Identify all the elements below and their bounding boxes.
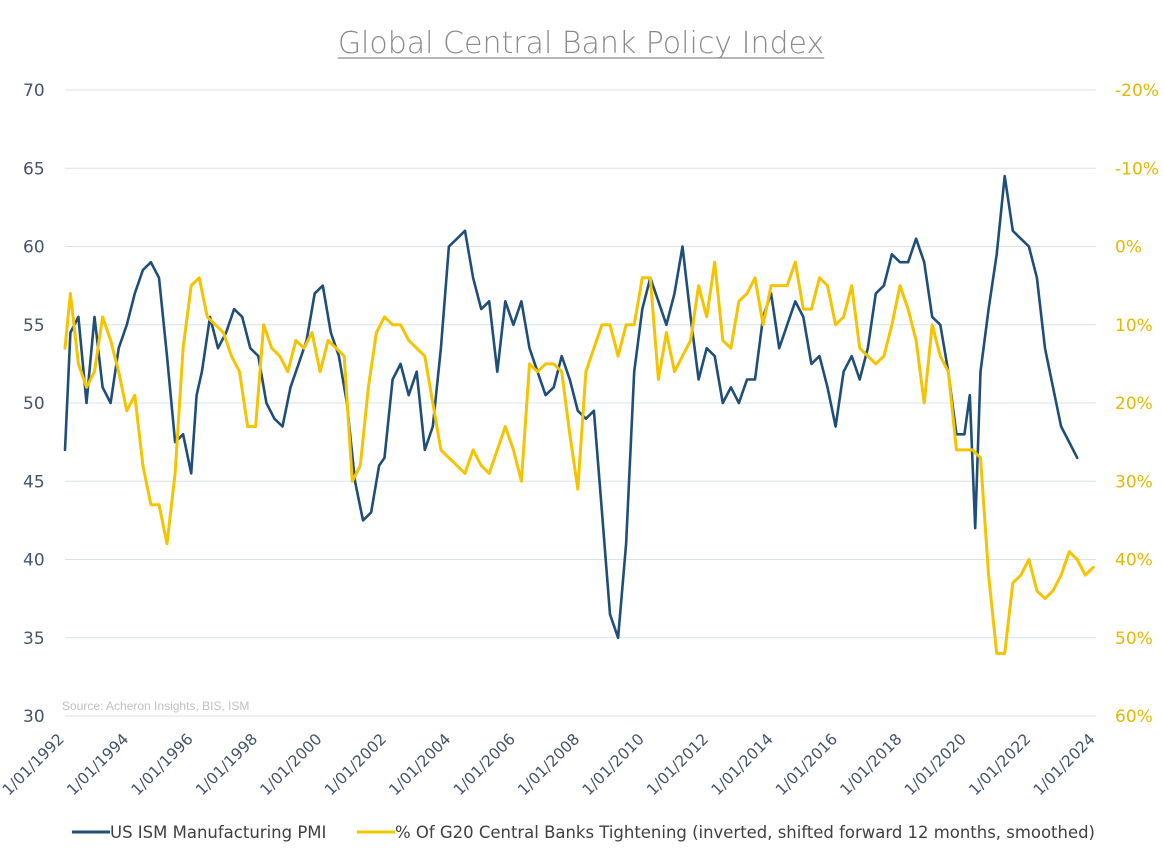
x-tick-label: 1/01/2014 xyxy=(708,730,777,799)
source-note: Source: Acheron Insights, BIS, ISM xyxy=(62,699,249,713)
left-y-axis-ticks: 30 35 40 45 50 55 60 65 70 xyxy=(23,81,45,727)
y-left-tick-label: 45 xyxy=(23,472,45,492)
y-right-tick-label: 10% xyxy=(1115,316,1153,336)
x-tick-label: 1/01/2004 xyxy=(386,730,455,799)
x-tick-label: 1/01/1992 xyxy=(0,730,68,799)
series-line-ism-pmi xyxy=(63,174,1079,640)
y-left-tick-label: 60 xyxy=(23,238,45,258)
x-tick-label: 1/01/2022 xyxy=(965,730,1034,799)
y-right-tick-label: 0% xyxy=(1115,238,1142,258)
y-right-tick-label: 30% xyxy=(1115,472,1153,492)
y-right-tick-label: 40% xyxy=(1115,551,1153,571)
y-right-tick-label: -20% xyxy=(1115,81,1159,101)
x-tick-label: 1/01/1996 xyxy=(128,730,197,799)
series-line-g20-tightening xyxy=(63,260,1095,655)
legend-label-g20-tightening: % Of G20 Central Banks Tightening (inver… xyxy=(395,823,1095,842)
y-left-tick-label: 65 xyxy=(23,159,45,179)
y-left-tick-label: 35 xyxy=(23,629,45,649)
x-tick-label: 1/01/1998 xyxy=(192,730,261,799)
x-tick-label: 1/01/2020 xyxy=(901,730,970,799)
gridlines xyxy=(65,89,1096,717)
y-left-tick-label: 40 xyxy=(23,551,45,571)
x-tick-label: 1/01/2002 xyxy=(321,730,390,799)
y-right-tick-label: 50% xyxy=(1115,629,1153,649)
y-right-tick-label: 20% xyxy=(1115,394,1153,414)
x-tick-label: 1/01/2024 xyxy=(1030,730,1099,799)
legend[interactable]: US ISM Manufacturing PMI % Of G20 Central… xyxy=(72,823,1095,842)
y-left-tick-label: 50 xyxy=(23,394,45,414)
series-lines xyxy=(63,174,1095,655)
chart-title: Global Central Bank Policy Index xyxy=(338,26,824,61)
x-tick-label: 1/01/2000 xyxy=(257,730,326,799)
right-y-axis-ticks: -20% -10% 0% 10% 20% 30% 40% 50% 60% xyxy=(1115,81,1159,727)
x-tick-label: 1/01/2018 xyxy=(837,730,906,799)
x-tick-label: 1/01/2010 xyxy=(579,730,648,799)
y-right-tick-label: 60% xyxy=(1115,707,1153,727)
y-right-tick-label: -10% xyxy=(1115,159,1159,179)
x-tick-label: 1/01/2006 xyxy=(450,730,519,799)
legend-label-ism-pmi: US ISM Manufacturing PMI xyxy=(110,823,326,842)
x-tick-label: 1/01/2016 xyxy=(772,730,841,799)
y-left-tick-label: 55 xyxy=(23,316,45,336)
x-tick-label: 1/01/2008 xyxy=(514,730,583,799)
y-left-tick-label: 70 xyxy=(23,81,45,101)
x-tick-label: 1/01/1994 xyxy=(63,730,132,799)
y-left-tick-label: 30 xyxy=(23,707,45,727)
x-tick-label: 1/01/2012 xyxy=(643,730,712,799)
x-axis-ticks: 1/01/19921/01/19941/01/19961/01/19981/01… xyxy=(0,730,1099,799)
